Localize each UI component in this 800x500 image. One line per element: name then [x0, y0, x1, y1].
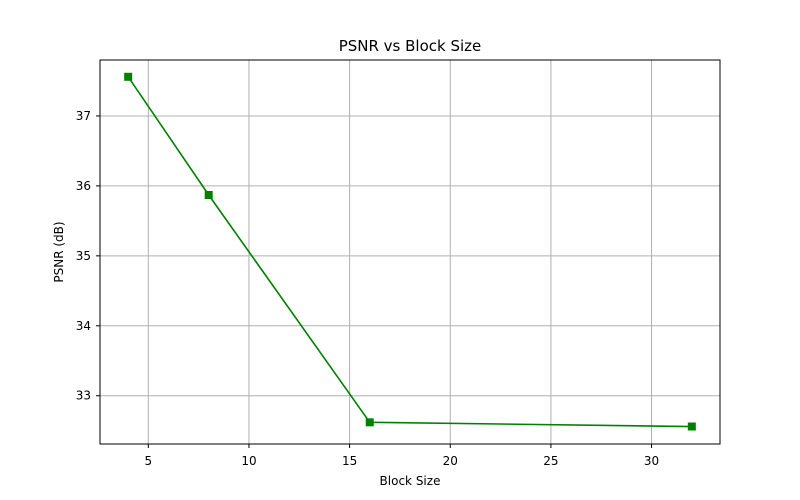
- x-tick-label: 20: [443, 454, 458, 468]
- data-point-marker: [687, 422, 696, 431]
- data-point-marker: [124, 72, 133, 81]
- x-tick-label: 25: [543, 454, 558, 468]
- x-tick-label: 15: [342, 454, 357, 468]
- y-tick-label: 34: [76, 319, 91, 333]
- x-axis-label: Block Size: [380, 474, 441, 488]
- y-tick-label: 35: [76, 249, 91, 263]
- y-axis-label: PSNR (dB): [52, 221, 66, 282]
- y-tick-label: 33: [76, 389, 91, 403]
- data-point-marker: [365, 418, 374, 427]
- grid-lines: [100, 60, 720, 444]
- series-line: [127, 76, 692, 428]
- y-tick-label: 37: [76, 109, 91, 123]
- chart-title: PSNR vs Block Size: [339, 37, 482, 55]
- y-tick-label: 36: [76, 179, 91, 193]
- plot-frame: [99, 59, 721, 445]
- x-tick-label: 30: [644, 454, 659, 468]
- axis-ticks: 5 10 15 20 25 30 33 34 35 36 37: [76, 109, 659, 468]
- x-tick-label: 5: [144, 454, 152, 468]
- x-tick-label: 10: [241, 454, 256, 468]
- plot-series: [124, 72, 696, 431]
- data-point-marker: [204, 190, 213, 199]
